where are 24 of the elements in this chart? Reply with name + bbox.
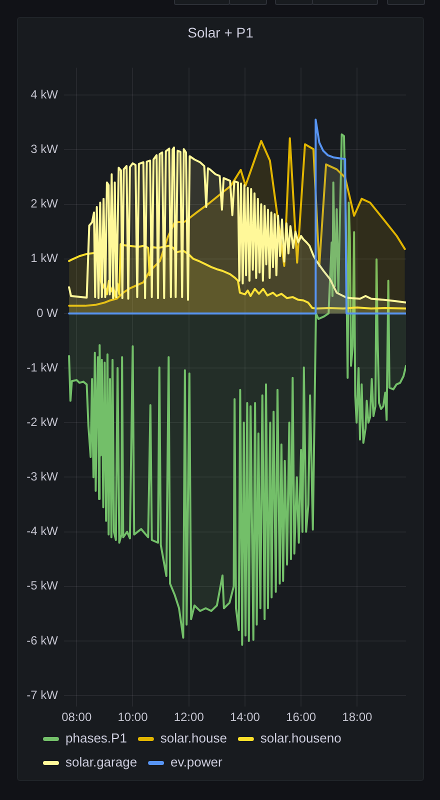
y-tick-label: -3 kW bbox=[26, 470, 59, 484]
chart-title: Solar + P1 bbox=[188, 24, 254, 40]
y-tick-label: -4 kW bbox=[26, 524, 59, 538]
legend-label: solar.house bbox=[160, 730, 227, 746]
x-tick-label: 12:00 bbox=[174, 710, 204, 724]
legend-label: solar.garage bbox=[66, 754, 138, 770]
y-tick-label: 3 kW bbox=[30, 142, 59, 156]
legend-label: phases.P1 bbox=[66, 730, 127, 746]
y-tick-label: 1 kW bbox=[30, 251, 59, 266]
y-tick-label: -1 kW bbox=[26, 360, 59, 374]
legend-label: ev.power bbox=[170, 754, 224, 770]
y-tick-label: 2 kW bbox=[30, 196, 59, 211]
legend-label: solar.houseno bbox=[260, 730, 342, 746]
y-tick-label: -5 kW bbox=[26, 578, 59, 593]
y-tick-label: 4 kW bbox=[30, 87, 59, 102]
y-tick-label: -6 kW bbox=[26, 633, 59, 648]
x-tick-label: 10:00 bbox=[118, 710, 148, 724]
y-tick-label: 0 W bbox=[36, 306, 59, 320]
x-tick-label: 08:00 bbox=[62, 710, 92, 724]
y-tick-label: -7 kW bbox=[26, 688, 59, 702]
x-tick-label: 14:00 bbox=[230, 710, 260, 724]
x-tick-label: 16:00 bbox=[286, 710, 316, 724]
y-tick-label: -2 kW bbox=[26, 414, 59, 429]
x-tick-label: 18:00 bbox=[342, 710, 373, 724]
